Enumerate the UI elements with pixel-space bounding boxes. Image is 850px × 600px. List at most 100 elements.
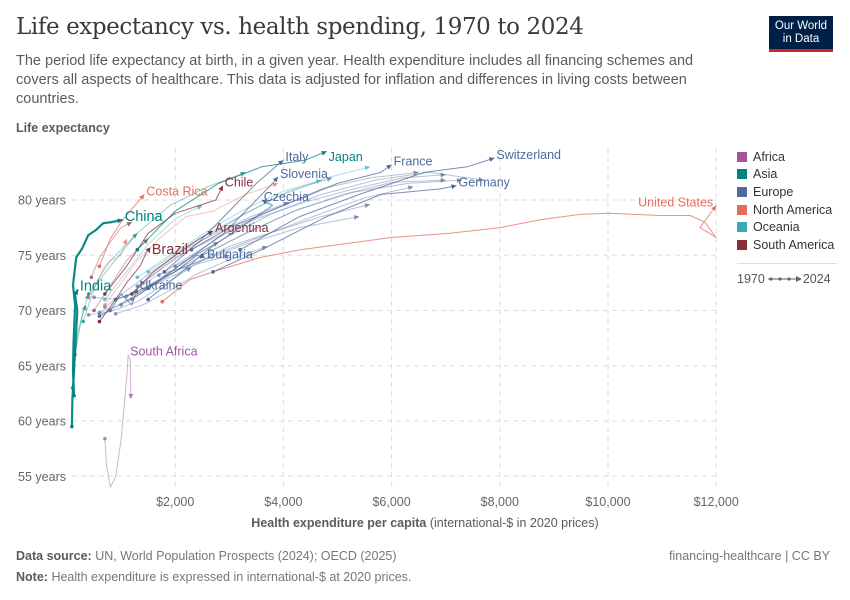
country-line-switzerland[interactable] [239,157,495,251]
country-label[interactable]: Argentina [215,221,269,235]
timeline-arrow-icon [767,275,801,282]
country-label[interactable]: Bulgaria [207,247,253,261]
series-end-arrow [478,176,484,182]
y-tick-label: 75 years [18,249,66,263]
x-tick-label: $4,000 [264,495,302,509]
background-country-line[interactable] [142,174,446,284]
data-source-text[interactable]: UN, World Population Prospects (2024); O… [95,549,397,563]
slug-license[interactable]: financing-healthcare | CC BY [669,549,830,563]
series-end-arrow [321,151,327,156]
series-end-arrow [488,157,495,162]
background-country-line[interactable] [137,177,333,287]
y-tick-label: 80 years [18,194,66,208]
country-line-germany[interactable] [212,185,457,273]
series-start-marker [173,264,177,269]
legend-swatch [737,239,747,250]
country-label[interactable]: Italy [285,150,309,164]
legend-item-south-america[interactable]: South America [737,236,837,254]
series-end-arrow [128,393,134,399]
background-country-line[interactable] [90,221,133,278]
country-line-south-africa[interactable] [104,354,132,488]
legend-label: Europe [753,184,794,199]
note: Note: Health expenditure is expressed in… [16,570,411,584]
legend-label: Oceania [753,220,800,235]
series-start-marker [146,270,150,274]
gridlines [72,148,718,487]
background-country-line[interactable] [115,245,268,315]
background-country-line[interactable] [74,293,90,355]
series-start-marker [238,247,242,252]
country-line-argentina[interactable] [131,230,214,295]
country-label[interactable]: Czechia [264,190,309,204]
country-line-slovenia[interactable] [147,176,279,289]
legend-item-north-america[interactable]: North America [737,201,837,219]
background-country-line[interactable] [88,171,246,295]
series-start-marker [70,424,74,429]
series-start-marker [97,319,102,324]
series-end-arrow [218,185,223,192]
country-label[interactable]: Switzerland [496,148,561,162]
country-label[interactable]: Costa Rica [146,184,207,198]
background-country-line[interactable] [88,238,127,298]
series-end-arrow [139,194,145,200]
legend-item-europe[interactable]: Europe [737,183,837,201]
series-end-arrow [272,176,278,183]
background-country-line[interactable] [110,216,360,311]
background-country-line[interactable] [104,182,279,306]
legend-item-africa[interactable]: Africa [737,148,837,166]
background-country-line[interactable] [137,179,322,278]
series-end-arrow [386,164,392,170]
country-line-bulgaria[interactable] [115,254,206,300]
country-label[interactable]: India [80,279,112,295]
series-start-marker [135,275,140,280]
background-country-line[interactable] [147,166,371,273]
series-end-arrow [145,247,151,253]
legend-item-oceania[interactable]: Oceania [737,218,837,236]
series-end-arrow [122,238,128,245]
series-end-arrow [223,254,230,259]
country-line-japan[interactable] [136,150,327,251]
country-line-china[interactable] [71,218,123,396]
series-start-marker [135,247,140,252]
country-line-france[interactable] [191,164,392,251]
country-line-ukraine[interactable] [99,288,138,317]
country-label[interactable]: South Africa [130,345,197,359]
country-line-chile[interactable] [104,185,224,295]
legend-divider [737,262,837,264]
series-end-arrow [326,177,333,182]
legend-item-asia[interactable]: Asia [737,166,837,184]
background-country-line[interactable] [202,179,462,256]
country-line-india[interactable] [70,289,79,427]
background-country-line[interactable] [93,254,230,300]
country-label[interactable]: United States [638,196,713,210]
background-country-line[interactable] [126,203,371,297]
country-label[interactable]: Ukraine [139,278,182,292]
series-end-arrow [451,184,457,190]
x-tick-label: $8,000 [481,495,519,509]
series-end-arrow [133,288,139,294]
country-label[interactable]: China [125,209,164,225]
legend: Africa Asia Europe North America Oceania Sout… [737,148,837,286]
x-tick-label: $10,000 [585,495,630,509]
background-country-line[interactable] [120,186,414,306]
country-label[interactable]: Chile [225,176,254,190]
series-start-marker [103,292,107,296]
series-start-marker [97,314,102,318]
series-start-marker [81,319,86,324]
country-label[interactable]: Slovenia [280,167,328,181]
country-line-united-states[interactable] [161,205,717,303]
series-start-marker [97,264,102,269]
owid-logo[interactable]: Our World in Data [769,16,833,52]
legend-swatch [737,169,747,180]
country-label[interactable]: Germany [459,176,511,190]
series-start-marker [103,436,107,441]
country-label[interactable]: France [394,155,433,169]
series-end-arrow [711,205,717,211]
background-country-line[interactable] [104,205,203,300]
country-line-costa-rica[interactable] [99,194,145,267]
country-label[interactable]: Brazil [152,242,188,258]
background-country-line[interactable] [82,232,138,322]
country-label[interactable]: Japan [329,150,363,164]
country-line-czechia[interactable] [147,199,274,300]
